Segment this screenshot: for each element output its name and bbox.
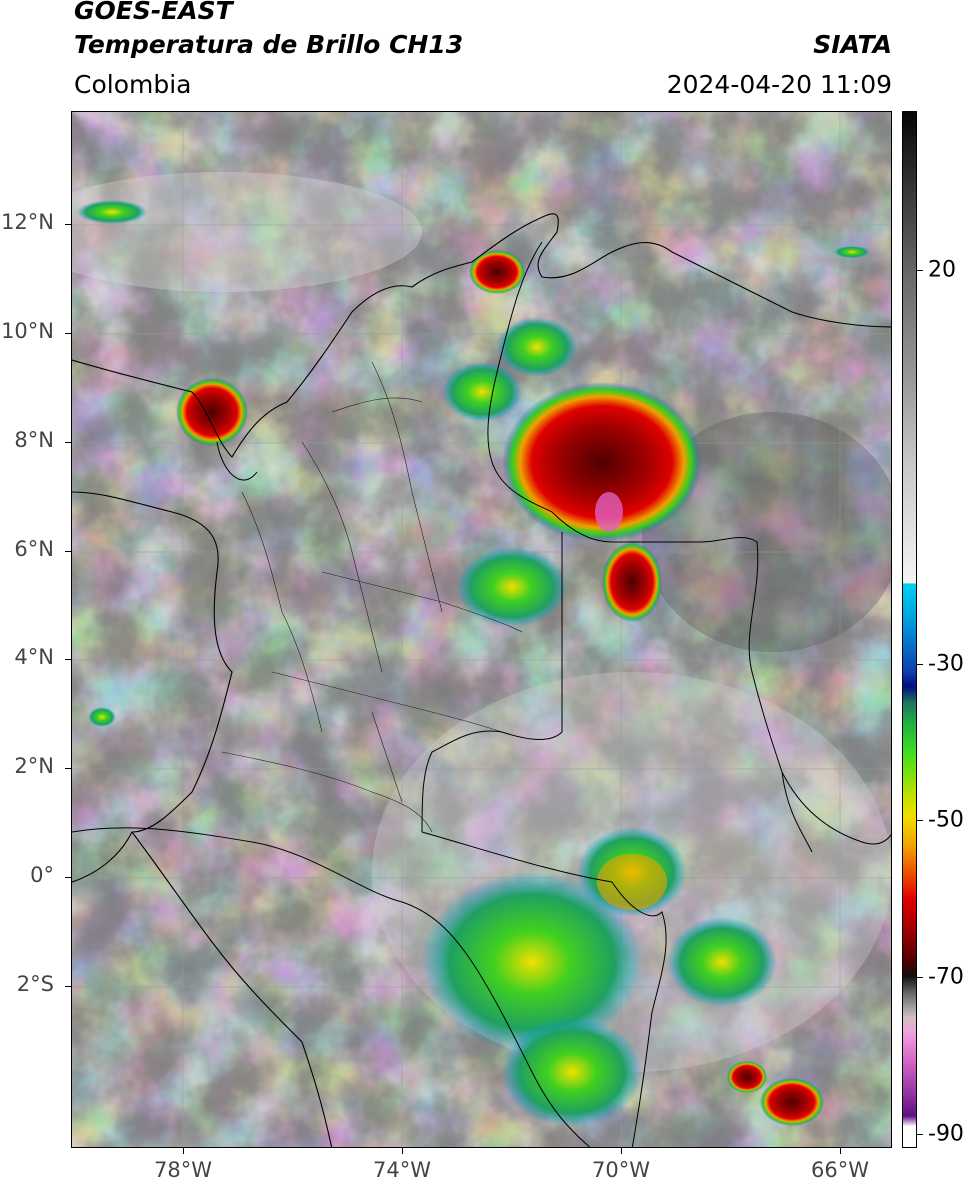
lat-tick — [65, 224, 71, 225]
lat-label-4n: 4°N — [14, 645, 54, 669]
agency-label: SIATA — [813, 30, 892, 59]
country-borders — [72, 241, 891, 1147]
lat-label-0: 0° — [30, 863, 54, 887]
lon-tick — [840, 1148, 841, 1154]
lon-label-78w: 78°W — [154, 1158, 212, 1182]
lon-tick — [402, 1148, 403, 1154]
storm-pacific — [88, 707, 116, 727]
lat-tick — [65, 551, 71, 552]
storm-brazil-small — [727, 1061, 767, 1093]
satellite-map — [71, 111, 892, 1148]
datetime-label: 2024-04-20 11:09 — [666, 70, 892, 99]
lat-label-10n: 10°N — [1, 319, 54, 343]
product-title: Temperatura de Brillo CH13 — [74, 30, 464, 59]
lat-tick — [65, 442, 71, 443]
colorbar-label-20: 20 — [928, 257, 956, 283]
region-label: Colombia — [74, 70, 192, 99]
map-svg — [72, 112, 891, 1147]
storm-caribbean-west — [77, 200, 147, 224]
colorbar — [902, 111, 917, 1148]
colorbar-label-minus70: -70 — [928, 964, 964, 990]
storm-amazon-east — [667, 917, 777, 1007]
lat-tick — [65, 768, 71, 769]
storm-caribbean-east — [834, 246, 870, 258]
lon-label-74w: 74°W — [373, 1158, 431, 1182]
dark-area-venezuela — [642, 412, 891, 652]
storm-brazil — [760, 1078, 824, 1126]
storm-overshoot — [595, 492, 623, 532]
storm-panama — [176, 378, 248, 446]
lat-label-8n: 8°N — [14, 428, 54, 452]
colorbar-label-minus30: -30 — [928, 651, 964, 677]
colorbar-label-minus50: -50 — [928, 807, 964, 833]
satellite-title: GOES-EAST — [74, 0, 233, 25]
colorbar-tick — [917, 270, 923, 271]
colorbar-tick — [917, 664, 923, 665]
coastlines — [72, 213, 891, 1147]
colorbar-tick — [917, 820, 923, 821]
lat-tick — [65, 877, 71, 878]
colorbar-label-minus90: -90 — [928, 1121, 964, 1147]
colorbar-tick — [917, 1134, 923, 1135]
lon-tick — [621, 1148, 622, 1154]
department-boundaries — [221, 361, 523, 833]
lat-label-6n: 6°N — [14, 537, 54, 561]
lat-tick — [65, 333, 71, 334]
storm-magdalena — [442, 362, 522, 422]
colorbar-tick — [917, 977, 923, 978]
storm-arauca — [602, 542, 662, 622]
lat-label-12n: 12°N — [1, 210, 54, 234]
lat-tick — [65, 659, 71, 660]
storm-cesar — [497, 317, 577, 377]
colorbar-gradient — [903, 112, 916, 1147]
lat-label-2n: 2°N — [14, 754, 54, 778]
storm-catatumbo — [502, 382, 702, 542]
cloud-band-north — [72, 172, 422, 292]
lon-label-66w: 66°W — [811, 1158, 869, 1182]
lon-label-70w: 70°W — [592, 1158, 650, 1182]
storm-cells — [77, 200, 870, 1127]
storm-core-vaupes — [597, 854, 667, 910]
lat-label-2s: 2°S — [16, 972, 54, 996]
storm-guajira — [469, 250, 525, 294]
storm-amazon-south — [502, 1017, 642, 1127]
lat-tick — [65, 986, 71, 987]
storm-amazon-west — [422, 872, 642, 1052]
storm-boyaca — [457, 547, 567, 627]
lon-tick — [183, 1148, 184, 1154]
